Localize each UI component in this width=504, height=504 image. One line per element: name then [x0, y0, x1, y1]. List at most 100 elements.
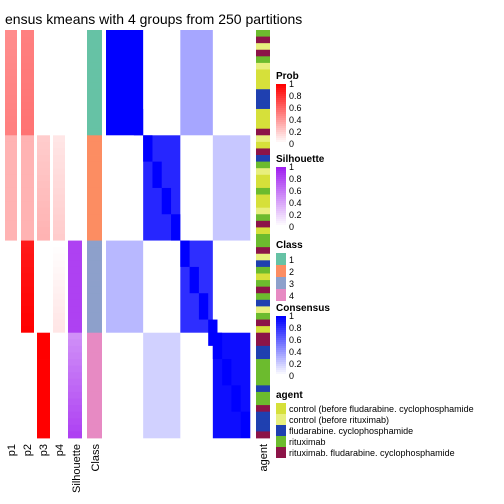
prob-gradient-step: [276, 136, 286, 139]
consensus-gradient-step: [276, 330, 286, 333]
agent-cell: [256, 36, 270, 44]
prob-cell-p2: [21, 365, 34, 373]
silhouette-cell: [68, 424, 82, 432]
prob-cell-p3: [37, 220, 50, 228]
prob-cell-p1: [5, 69, 17, 77]
class-cell: [87, 141, 102, 149]
agent-cell: [256, 247, 270, 255]
prob-cell-p1: [5, 36, 17, 44]
prob-cell-p3: [37, 49, 50, 57]
prob-cell-p1: [5, 359, 17, 367]
silhouette-gradient-step: [276, 183, 286, 186]
consensus-gradient-step: [276, 320, 286, 323]
class-entry: 2: [289, 267, 294, 277]
class-entry: 1: [289, 255, 294, 265]
prob-cell-p1: [5, 385, 17, 393]
agent-cell: [256, 418, 270, 426]
consensus-cell: [189, 266, 199, 294]
prob-cell-p3: [37, 266, 50, 274]
prob-cell-p3: [37, 56, 50, 64]
silhouette-cell: [68, 82, 82, 90]
prob-cell-p1: [5, 214, 17, 222]
prob-cell-p2: [21, 280, 34, 288]
silhouette-cell: [68, 187, 82, 195]
prob-cell-p1: [5, 115, 17, 123]
prob-cell-p3: [37, 148, 50, 156]
consensus-block: [212, 30, 251, 136]
prob-legend-title: Prob: [276, 71, 299, 82]
silhouette-gradient-step: [276, 221, 286, 224]
silhouette-cell: [68, 411, 82, 419]
class-cell: [87, 234, 102, 241]
class-swatch: [276, 253, 286, 265]
consensus-block: [106, 135, 144, 241]
consensus-cell: [115, 56, 125, 83]
silhouette-cell: [68, 359, 82, 367]
silhouette-gradient-step: [276, 189, 286, 192]
agent-cell: [256, 240, 270, 248]
prob-cell-p2: [21, 293, 34, 301]
prob-cell-p4: [53, 293, 65, 301]
prob-cell-p1: [5, 339, 17, 347]
prob-tick: 0.8: [289, 91, 302, 101]
silhouette-tick: 0.8: [289, 174, 302, 184]
prob-cell-p2: [21, 89, 34, 97]
consensus-tick: 0: [289, 371, 294, 381]
agent-cell: [256, 385, 270, 393]
agent-cell: [256, 95, 270, 103]
silhouette-cell: [68, 181, 82, 189]
prob-cell-p1: [5, 286, 17, 294]
prob-cell-p2: [21, 128, 34, 136]
agent-cell: [256, 43, 270, 51]
agent-swatch: [276, 436, 286, 447]
prob-cell-p4: [53, 299, 65, 307]
prob-cell-p2: [21, 385, 34, 393]
prob-gradient-step: [276, 98, 286, 101]
silhouette-gradient-step: [276, 191, 286, 194]
prob-cell-p4: [53, 332, 65, 340]
prob-cell-p4: [53, 378, 65, 386]
silhouette-cell: [68, 280, 82, 288]
prob-cell-p3: [37, 82, 50, 90]
prob-cell-p4: [53, 187, 65, 195]
class-cell: [87, 69, 102, 77]
prob-cell-p2: [21, 332, 34, 340]
prob-gradient-step: [276, 126, 286, 129]
prob-cell-p4: [53, 43, 65, 51]
silhouette-cell: [68, 306, 82, 314]
class-cell: [87, 220, 102, 228]
silhouette-gradient-step: [276, 217, 286, 220]
prob-cell-p1: [5, 181, 17, 189]
prob-cell-p3: [37, 286, 50, 294]
prob-gradient-step: [276, 92, 286, 95]
agent-cell: [256, 253, 270, 261]
silhouette-gradient-step: [276, 195, 286, 198]
legends: Prob10.80.60.40.20Silhouette10.80.60.40.…: [276, 71, 474, 458]
prob-cell-p1: [5, 260, 17, 268]
column-label: p1: [6, 444, 18, 456]
prob-cell-p2: [21, 424, 34, 432]
class-cell: [87, 207, 102, 215]
prob-cell-p3: [37, 201, 50, 209]
prob-cell-p3: [37, 36, 50, 44]
class-cell: [87, 359, 102, 367]
class-cell: [87, 56, 102, 64]
prob-cell-p4: [53, 431, 65, 439]
prob-cell-p2: [21, 253, 34, 261]
class-cell: [87, 365, 102, 373]
silhouette-cell: [68, 30, 82, 37]
class-cell: [87, 424, 102, 432]
consensus-tick: 0.8: [289, 323, 302, 333]
consensus-gradient-step: [276, 356, 286, 359]
prob-cell-p3: [37, 135, 50, 143]
silhouette-gradient-step: [276, 197, 286, 200]
agent-cell: [256, 359, 270, 367]
prob-gradient-step: [276, 102, 286, 105]
prob-gradient-step: [276, 118, 286, 121]
prob-cell-p4: [53, 247, 65, 255]
consensus-gradient-step: [276, 352, 286, 355]
class-cell: [87, 155, 102, 163]
prob-cell-p2: [21, 260, 34, 268]
prob-gradient-step: [276, 90, 286, 93]
